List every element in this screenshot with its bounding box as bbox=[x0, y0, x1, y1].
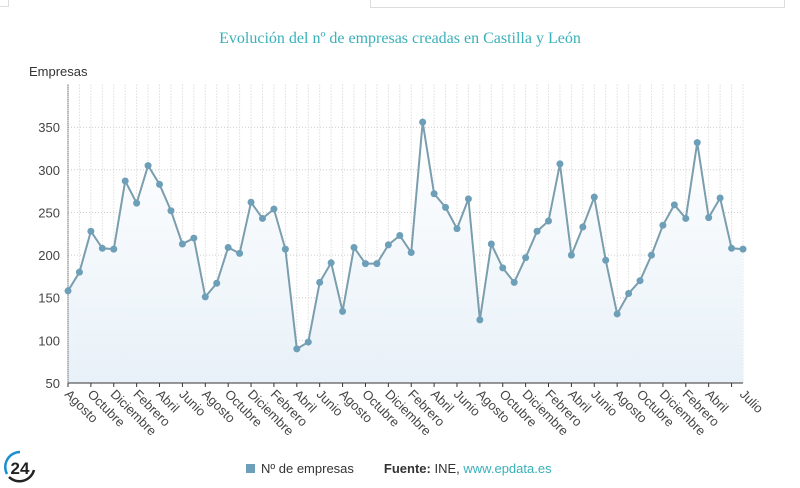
data-point bbox=[190, 234, 198, 242]
data-point bbox=[236, 249, 244, 257]
data-point bbox=[487, 240, 495, 248]
data-point bbox=[499, 264, 507, 272]
data-point bbox=[476, 316, 484, 324]
data-point bbox=[258, 214, 266, 222]
data-point bbox=[590, 193, 598, 201]
data-point bbox=[613, 310, 621, 318]
source-text: INE, bbox=[434, 461, 460, 476]
data-point bbox=[464, 195, 472, 203]
data-point bbox=[396, 232, 404, 240]
source-link[interactable]: www.epdata.es bbox=[463, 461, 552, 476]
data-point bbox=[739, 245, 747, 253]
data-point bbox=[270, 205, 278, 213]
data-point bbox=[705, 214, 713, 222]
data-point bbox=[327, 259, 335, 267]
y-tick-label: 100 bbox=[38, 333, 60, 348]
data-point bbox=[361, 260, 369, 268]
chart-title: Evolución del nº de empresas creadas en … bbox=[219, 30, 581, 47]
legend-label[interactable]: Nº de empresas bbox=[261, 461, 354, 476]
y-tick-label: 150 bbox=[38, 291, 60, 306]
logo-24: 24 bbox=[4, 450, 36, 483]
data-point bbox=[545, 217, 553, 225]
data-point bbox=[110, 245, 118, 253]
data-point bbox=[728, 244, 736, 252]
data-point bbox=[693, 139, 701, 147]
data-point bbox=[625, 289, 633, 297]
x-tick-label: Julio bbox=[737, 387, 767, 417]
data-point bbox=[98, 244, 106, 252]
data-point bbox=[247, 198, 255, 206]
data-point bbox=[144, 162, 152, 170]
y-axis-label: Empresas bbox=[29, 64, 88, 79]
y-tick-label: 350 bbox=[38, 120, 60, 135]
data-point bbox=[419, 118, 427, 126]
data-point bbox=[121, 177, 129, 185]
legend-swatch bbox=[246, 464, 255, 473]
data-point bbox=[304, 338, 312, 346]
data-point bbox=[670, 201, 678, 209]
y-tick-label: 200 bbox=[38, 248, 60, 263]
data-point bbox=[281, 245, 289, 253]
data-point bbox=[533, 227, 541, 235]
source: Fuente: INE, www.epdata.es bbox=[384, 461, 552, 476]
data-point bbox=[659, 221, 667, 229]
source-label: Fuente: bbox=[383, 461, 431, 476]
data-point bbox=[567, 251, 575, 259]
data-point bbox=[293, 345, 301, 353]
y-tick-label: 300 bbox=[38, 163, 60, 178]
data-point bbox=[602, 256, 610, 264]
data-point bbox=[64, 287, 72, 295]
data-point bbox=[133, 199, 141, 207]
data-point bbox=[453, 225, 461, 233]
data-point bbox=[636, 277, 644, 285]
data-point bbox=[682, 214, 690, 222]
data-point bbox=[442, 203, 450, 211]
data-point bbox=[75, 268, 83, 276]
data-point bbox=[579, 223, 587, 231]
data-point bbox=[384, 241, 392, 249]
svg-text:24: 24 bbox=[11, 459, 30, 478]
data-point bbox=[87, 227, 95, 235]
area-fill bbox=[68, 122, 743, 383]
data-point bbox=[430, 190, 438, 198]
data-point bbox=[716, 194, 724, 202]
data-point bbox=[167, 207, 175, 215]
data-point bbox=[178, 240, 186, 248]
panel-edge bbox=[0, 0, 9, 7]
data-point bbox=[373, 260, 381, 268]
data-point bbox=[556, 160, 564, 168]
data-point bbox=[510, 278, 518, 286]
panel-edge bbox=[370, 0, 785, 8]
data-point bbox=[407, 249, 415, 257]
data-point bbox=[350, 243, 358, 251]
legend: Nº de empresas Fuente: INE, www.epdata.e… bbox=[246, 461, 552, 476]
data-point bbox=[316, 278, 324, 286]
data-point bbox=[213, 279, 221, 287]
y-tick-label: 250 bbox=[38, 205, 60, 220]
data-point bbox=[522, 254, 530, 262]
data-point bbox=[647, 251, 655, 259]
data-point bbox=[339, 307, 347, 315]
data-point bbox=[224, 243, 232, 251]
y-tick-label: 50 bbox=[46, 376, 60, 391]
data-point bbox=[201, 293, 209, 301]
data-point bbox=[156, 180, 164, 188]
